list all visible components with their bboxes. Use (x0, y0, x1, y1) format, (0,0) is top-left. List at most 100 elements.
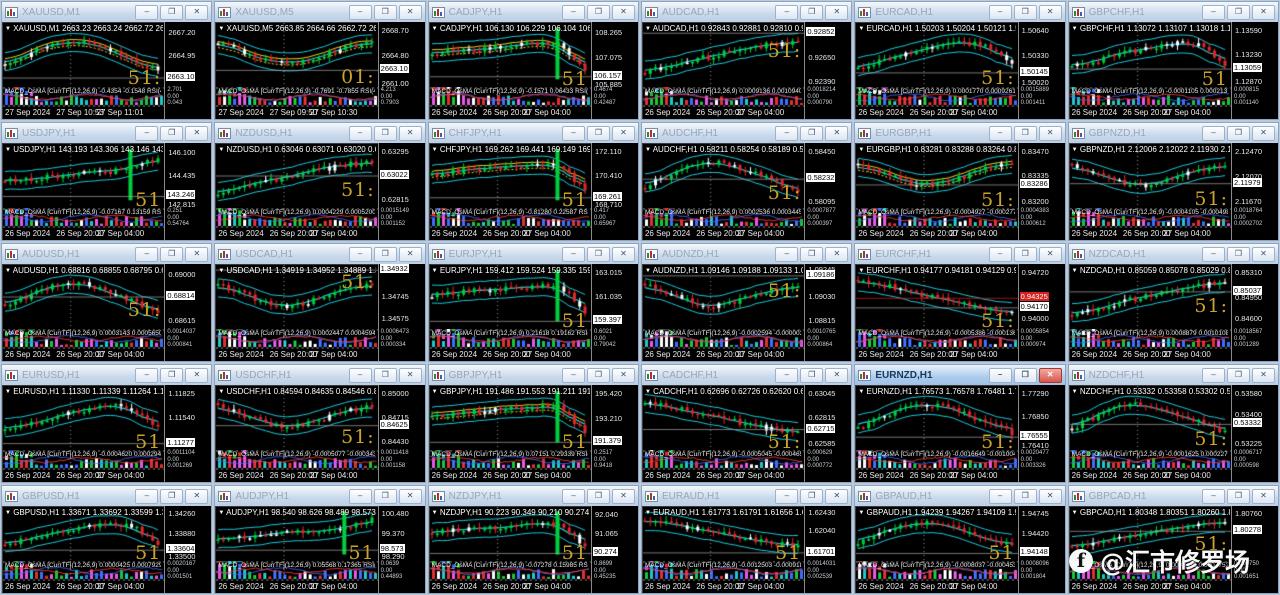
window-titlebar[interactable]: NZDUSD,H1 – ❐ ✕ (215, 123, 425, 143)
candlestick-canvas[interactable] (429, 144, 591, 208)
price-axis[interactable]: 0.85310 0.84950 0.84600 0.85037 0.0018567 0.0… (1230, 264, 1278, 361)
minimize-button[interactable]: – (135, 125, 159, 141)
macd-indicator-canvas[interactable] (429, 329, 591, 349)
window-titlebar[interactable]: USDJPY,H1 – ❐ ✕ (2, 123, 212, 143)
macd-indicator-canvas[interactable] (1069, 561, 1231, 581)
restore-button[interactable]: ❐ (800, 367, 824, 383)
restore-button[interactable]: ❐ (373, 367, 397, 383)
close-button[interactable]: ✕ (185, 4, 209, 20)
restore-button[interactable]: ❐ (800, 488, 824, 504)
window-titlebar[interactable]: EURGBP,H1 – ❐ ✕ (855, 123, 1065, 143)
restore-button[interactable]: ❐ (1013, 125, 1037, 141)
chart-plot-area[interactable]: 26 Sep 2024 26 Sep 20:00 27 Sep 04:00 ▼ EU… (855, 22, 1018, 119)
candlestick-canvas[interactable] (856, 386, 1018, 450)
window-titlebar[interactable]: USDCAD,H1 – ❐ ✕ (215, 244, 425, 264)
minimize-button[interactable]: – (135, 4, 159, 20)
symbol-dropdown-icon[interactable]: ▼ (858, 147, 865, 153)
restore-button[interactable]: ❐ (1013, 488, 1037, 504)
candlestick-canvas[interactable] (429, 23, 591, 87)
close-button[interactable]: ✕ (398, 488, 422, 504)
symbol-dropdown-icon[interactable]: ▼ (858, 26, 865, 32)
window-titlebar[interactable]: AUDUSD,H1 – ❐ ✕ (2, 244, 212, 264)
candlestick-canvas[interactable] (856, 265, 1018, 329)
candlestick-canvas[interactable] (429, 507, 591, 561)
candlestick-canvas[interactable] (1069, 144, 1231, 208)
window-titlebar[interactable]: XAUUSD,M1 – ❐ ✕ (2, 2, 212, 22)
price-axis[interactable]: 100.480 99.370 98.290 98.573 0.0639 0.00 0.448… (377, 506, 425, 593)
chart-plot-area[interactable]: 26 Sep 2024 26 Sep 20:00 27 Sep 04:00 ▼ CA… (428, 22, 591, 119)
macd-indicator-canvas[interactable] (642, 87, 805, 107)
price-axis[interactable]: 1.50640 1.50330 1.50020 1.50145 0.0015889 0.0… (1017, 22, 1065, 119)
restore-button[interactable]: ❐ (160, 246, 184, 262)
restore-button[interactable]: ❐ (800, 4, 824, 20)
macd-indicator-canvas[interactable] (642, 329, 805, 349)
minimize-button[interactable]: – (1201, 367, 1225, 383)
window-titlebar[interactable]: EURJPY,H1 – ❐ ✕ (428, 244, 638, 264)
close-button[interactable]: ✕ (1038, 367, 1062, 383)
price-axis[interactable]: 2667.20 2664.95 2663.10 2.701 0.00 0.043 (164, 22, 212, 119)
restore-button[interactable]: ❐ (373, 125, 397, 141)
macd-indicator-canvas[interactable] (642, 450, 805, 470)
window-titlebar[interactable]: AUDNZD,H1 – ❐ ✕ (641, 244, 852, 264)
price-axis[interactable]: 1.77290 1.76850 1.76410 1.76555 0.0020477 0.0… (1017, 385, 1065, 482)
candlestick-canvas[interactable] (216, 265, 378, 329)
minimize-button[interactable]: – (561, 367, 585, 383)
chart-plot-area[interactable]: 26 Sep 2024 26 Sep 20:00 27 Sep 04:00 ▼ NZ… (428, 506, 591, 593)
price-axis[interactable]: 0.85000 0.84715 0.84430 0.84625 0.0011418 0.0… (377, 385, 425, 482)
window-titlebar[interactable]: GBPJPY,H1 – ❐ ✕ (428, 365, 638, 385)
chart-plot-area[interactable]: 27 Sep 2024 27 Sep 09:50 27 Sep 10:30 ▼ XA… (215, 22, 378, 119)
symbol-dropdown-icon[interactable]: ▼ (858, 389, 865, 395)
restore-button[interactable]: ❐ (586, 246, 610, 262)
window-titlebar[interactable]: GBPCHF,H1 – ❐ ✕ (1068, 2, 1278, 22)
close-button[interactable]: ✕ (1251, 125, 1275, 141)
close-button[interactable]: ✕ (398, 125, 422, 141)
chart-plot-area[interactable]: 26 Sep 2024 26 Sep 20:00 27 Sep 04:00 ▼ GB… (2, 506, 165, 593)
minimize-button[interactable]: – (775, 246, 799, 262)
price-axis[interactable]: 1.62430 1.62040 1.61701 0.0014031 0.00 0.0025… (804, 506, 852, 593)
close-button[interactable]: ✕ (1038, 246, 1062, 262)
minimize-button[interactable]: – (988, 125, 1012, 141)
price-axis[interactable]: 1.80760 1.80278 0.000750 0.00 0.001651 (1230, 506, 1278, 593)
minimize-button[interactable]: – (348, 125, 372, 141)
macd-indicator-canvas[interactable] (3, 561, 165, 581)
chart-plot-area[interactable]: 26 Sep 2024 26 Sep 20:00 27 Sep 04:00 ▼ CH… (428, 143, 591, 240)
minimize-button[interactable]: – (775, 367, 799, 383)
restore-button[interactable]: ❐ (586, 125, 610, 141)
symbol-dropdown-icon[interactable]: ▼ (644, 147, 651, 153)
macd-indicator-canvas[interactable] (3, 450, 165, 470)
symbol-dropdown-icon[interactable]: ▼ (431, 268, 438, 274)
candlestick-canvas[interactable] (216, 507, 378, 561)
window-titlebar[interactable]: GBPCAD,H1 – ❐ ✕ (1068, 486, 1278, 506)
macd-indicator-canvas[interactable] (856, 561, 1018, 581)
window-titlebar[interactable]: GBPAUD,H1 – ❐ ✕ (855, 486, 1065, 506)
candlestick-canvas[interactable] (3, 507, 165, 561)
restore-button[interactable]: ❐ (1226, 488, 1250, 504)
symbol-dropdown-icon[interactable]: ▼ (5, 389, 11, 395)
window-titlebar[interactable]: CADJPY,H1 – ❐ ✕ (428, 2, 638, 22)
minimize-button[interactable]: – (561, 125, 585, 141)
macd-indicator-canvas[interactable] (429, 208, 591, 228)
restore-button[interactable]: ❐ (160, 488, 184, 504)
minimize-button[interactable]: – (1201, 4, 1225, 20)
close-button[interactable]: ✕ (825, 125, 849, 141)
symbol-dropdown-icon[interactable]: ▼ (431, 389, 438, 395)
symbol-dropdown-icon[interactable]: ▼ (1071, 147, 1078, 153)
window-titlebar[interactable]: GBPUSD,H1 – ❐ ✕ (2, 486, 212, 506)
chart-plot-area[interactable]: 26 Sep 2024 26 Sep 20:00 27 Sep 04:00 ▼ AU… (215, 506, 378, 593)
macd-indicator-canvas[interactable] (216, 208, 378, 228)
close-button[interactable]: ✕ (611, 4, 635, 20)
chart-plot-area[interactable]: 26 Sep 2024 26 Sep 20:00 27 Sep 04:00 ▼ AU… (641, 264, 805, 361)
symbol-dropdown-icon[interactable]: ▼ (1071, 389, 1078, 395)
restore-button[interactable]: ❐ (800, 125, 824, 141)
candlestick-canvas[interactable] (216, 144, 378, 208)
restore-button[interactable]: ❐ (1226, 367, 1250, 383)
window-titlebar[interactable]: NZDJPY,H1 – ❐ ✕ (428, 486, 638, 506)
macd-indicator-canvas[interactable] (1069, 87, 1231, 107)
symbol-dropdown-icon[interactable]: ▼ (644, 26, 651, 32)
candlestick-canvas[interactable] (216, 23, 378, 87)
symbol-dropdown-icon[interactable]: ▼ (218, 147, 225, 153)
chart-plot-area[interactable]: 27 Sep 2024 27 Sep 10:53 27 Sep 11:01 ▼ XA… (2, 22, 165, 119)
window-titlebar[interactable]: XAUUSD,M5 – ❐ ✕ (215, 2, 425, 22)
symbol-dropdown-icon[interactable]: ▼ (1071, 510, 1078, 516)
chart-plot-area[interactable]: 26 Sep 2024 26 Sep 20:00 27 Sep 04:00 ▼ EU… (641, 506, 805, 593)
